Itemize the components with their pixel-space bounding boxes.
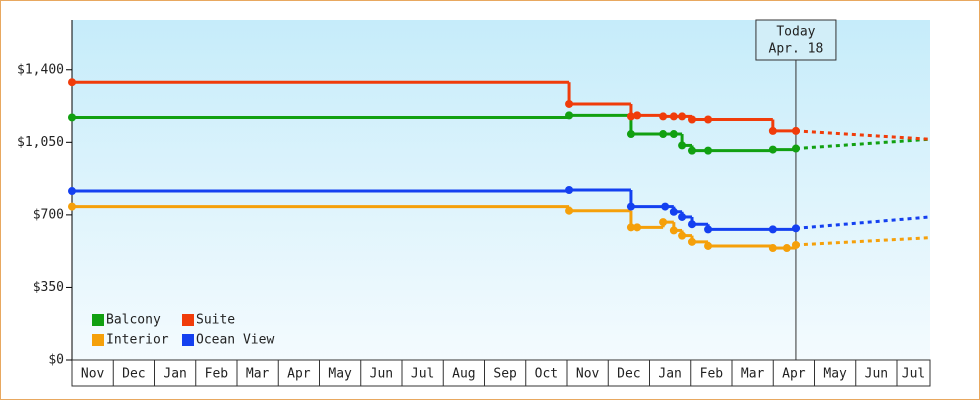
legend-label: Suite (196, 313, 235, 328)
point (565, 111, 574, 120)
point (626, 202, 635, 211)
x-tick-label: Oct (535, 367, 558, 382)
point (678, 212, 687, 221)
forecast-line (795, 129, 931, 141)
forecast-line (795, 236, 931, 247)
point (669, 112, 678, 121)
point (669, 130, 678, 139)
point (626, 112, 635, 121)
point (768, 225, 777, 234)
legend-swatch (92, 314, 104, 326)
legend-label: Balcony (106, 313, 161, 328)
point (68, 78, 76, 87)
x-tick-label: Jul (411, 367, 434, 382)
x-tick-label: Jun (865, 367, 888, 382)
point (565, 206, 574, 215)
point (791, 224, 800, 233)
point (704, 146, 713, 155)
point (768, 145, 777, 154)
point (791, 144, 800, 153)
point (678, 112, 687, 121)
point (633, 111, 642, 120)
x-tick-label: Jul (902, 367, 925, 382)
point (659, 218, 668, 227)
x-axis-band (71, 359, 931, 387)
x-tick-label: Dec (122, 367, 145, 382)
y-tick-label: $1,400 (17, 62, 64, 77)
point (659, 130, 668, 139)
point (678, 141, 687, 150)
x-tick-label: Dec (617, 367, 640, 382)
point (687, 220, 696, 229)
point (791, 126, 800, 135)
x-tick-label: Mar (741, 367, 765, 382)
point (791, 240, 800, 249)
point (565, 186, 574, 194)
today-label: Today (776, 25, 815, 40)
x-tick-label: Sep (493, 367, 517, 382)
point (661, 202, 670, 211)
x-tick-label: Mar (246, 367, 270, 382)
point (68, 187, 76, 196)
x-tick-label: Feb (700, 367, 724, 382)
forecast-line (795, 137, 931, 151)
point (633, 223, 642, 232)
point (678, 231, 687, 240)
x-tick-label: Aug (452, 367, 475, 382)
y-tick-label: $700 (33, 207, 64, 222)
point (565, 99, 574, 108)
x-tick-label: Nov (81, 367, 105, 382)
x-tick-label: Nov (576, 367, 600, 382)
legend-swatch (182, 314, 194, 326)
point (704, 225, 713, 234)
point (68, 202, 76, 211)
x-tick-label: May (823, 367, 847, 382)
x-tick-label: Feb (205, 367, 229, 382)
legend-swatch (182, 334, 194, 346)
legend-label: Interior (106, 333, 169, 348)
point (704, 241, 713, 250)
today-label: Apr. 18 (769, 42, 824, 57)
point (687, 146, 696, 155)
point (669, 226, 678, 235)
today-box (755, 19, 837, 61)
y-tick-label: $0 (48, 353, 64, 368)
y-tick-label: $1,050 (17, 135, 64, 150)
point (626, 223, 635, 232)
point (768, 126, 777, 135)
x-tick-label: Jan (658, 367, 681, 382)
point (659, 112, 668, 121)
point (669, 207, 678, 216)
legend-swatch (92, 334, 104, 346)
point (687, 237, 696, 246)
x-tick-label: Apr (287, 367, 311, 382)
legend-label: Ocean View (196, 333, 274, 348)
point (704, 115, 713, 124)
forecast-line (795, 215, 931, 230)
y-tick-label: $350 (33, 280, 64, 295)
point (626, 130, 635, 139)
point (68, 113, 76, 122)
x-tick-label: Jan (163, 367, 186, 382)
point (782, 244, 791, 253)
point (768, 244, 777, 253)
x-tick-label: Jun (370, 367, 393, 382)
point (687, 115, 696, 124)
x-tick-label: Apr (782, 367, 806, 382)
x-tick-label: May (328, 367, 352, 382)
